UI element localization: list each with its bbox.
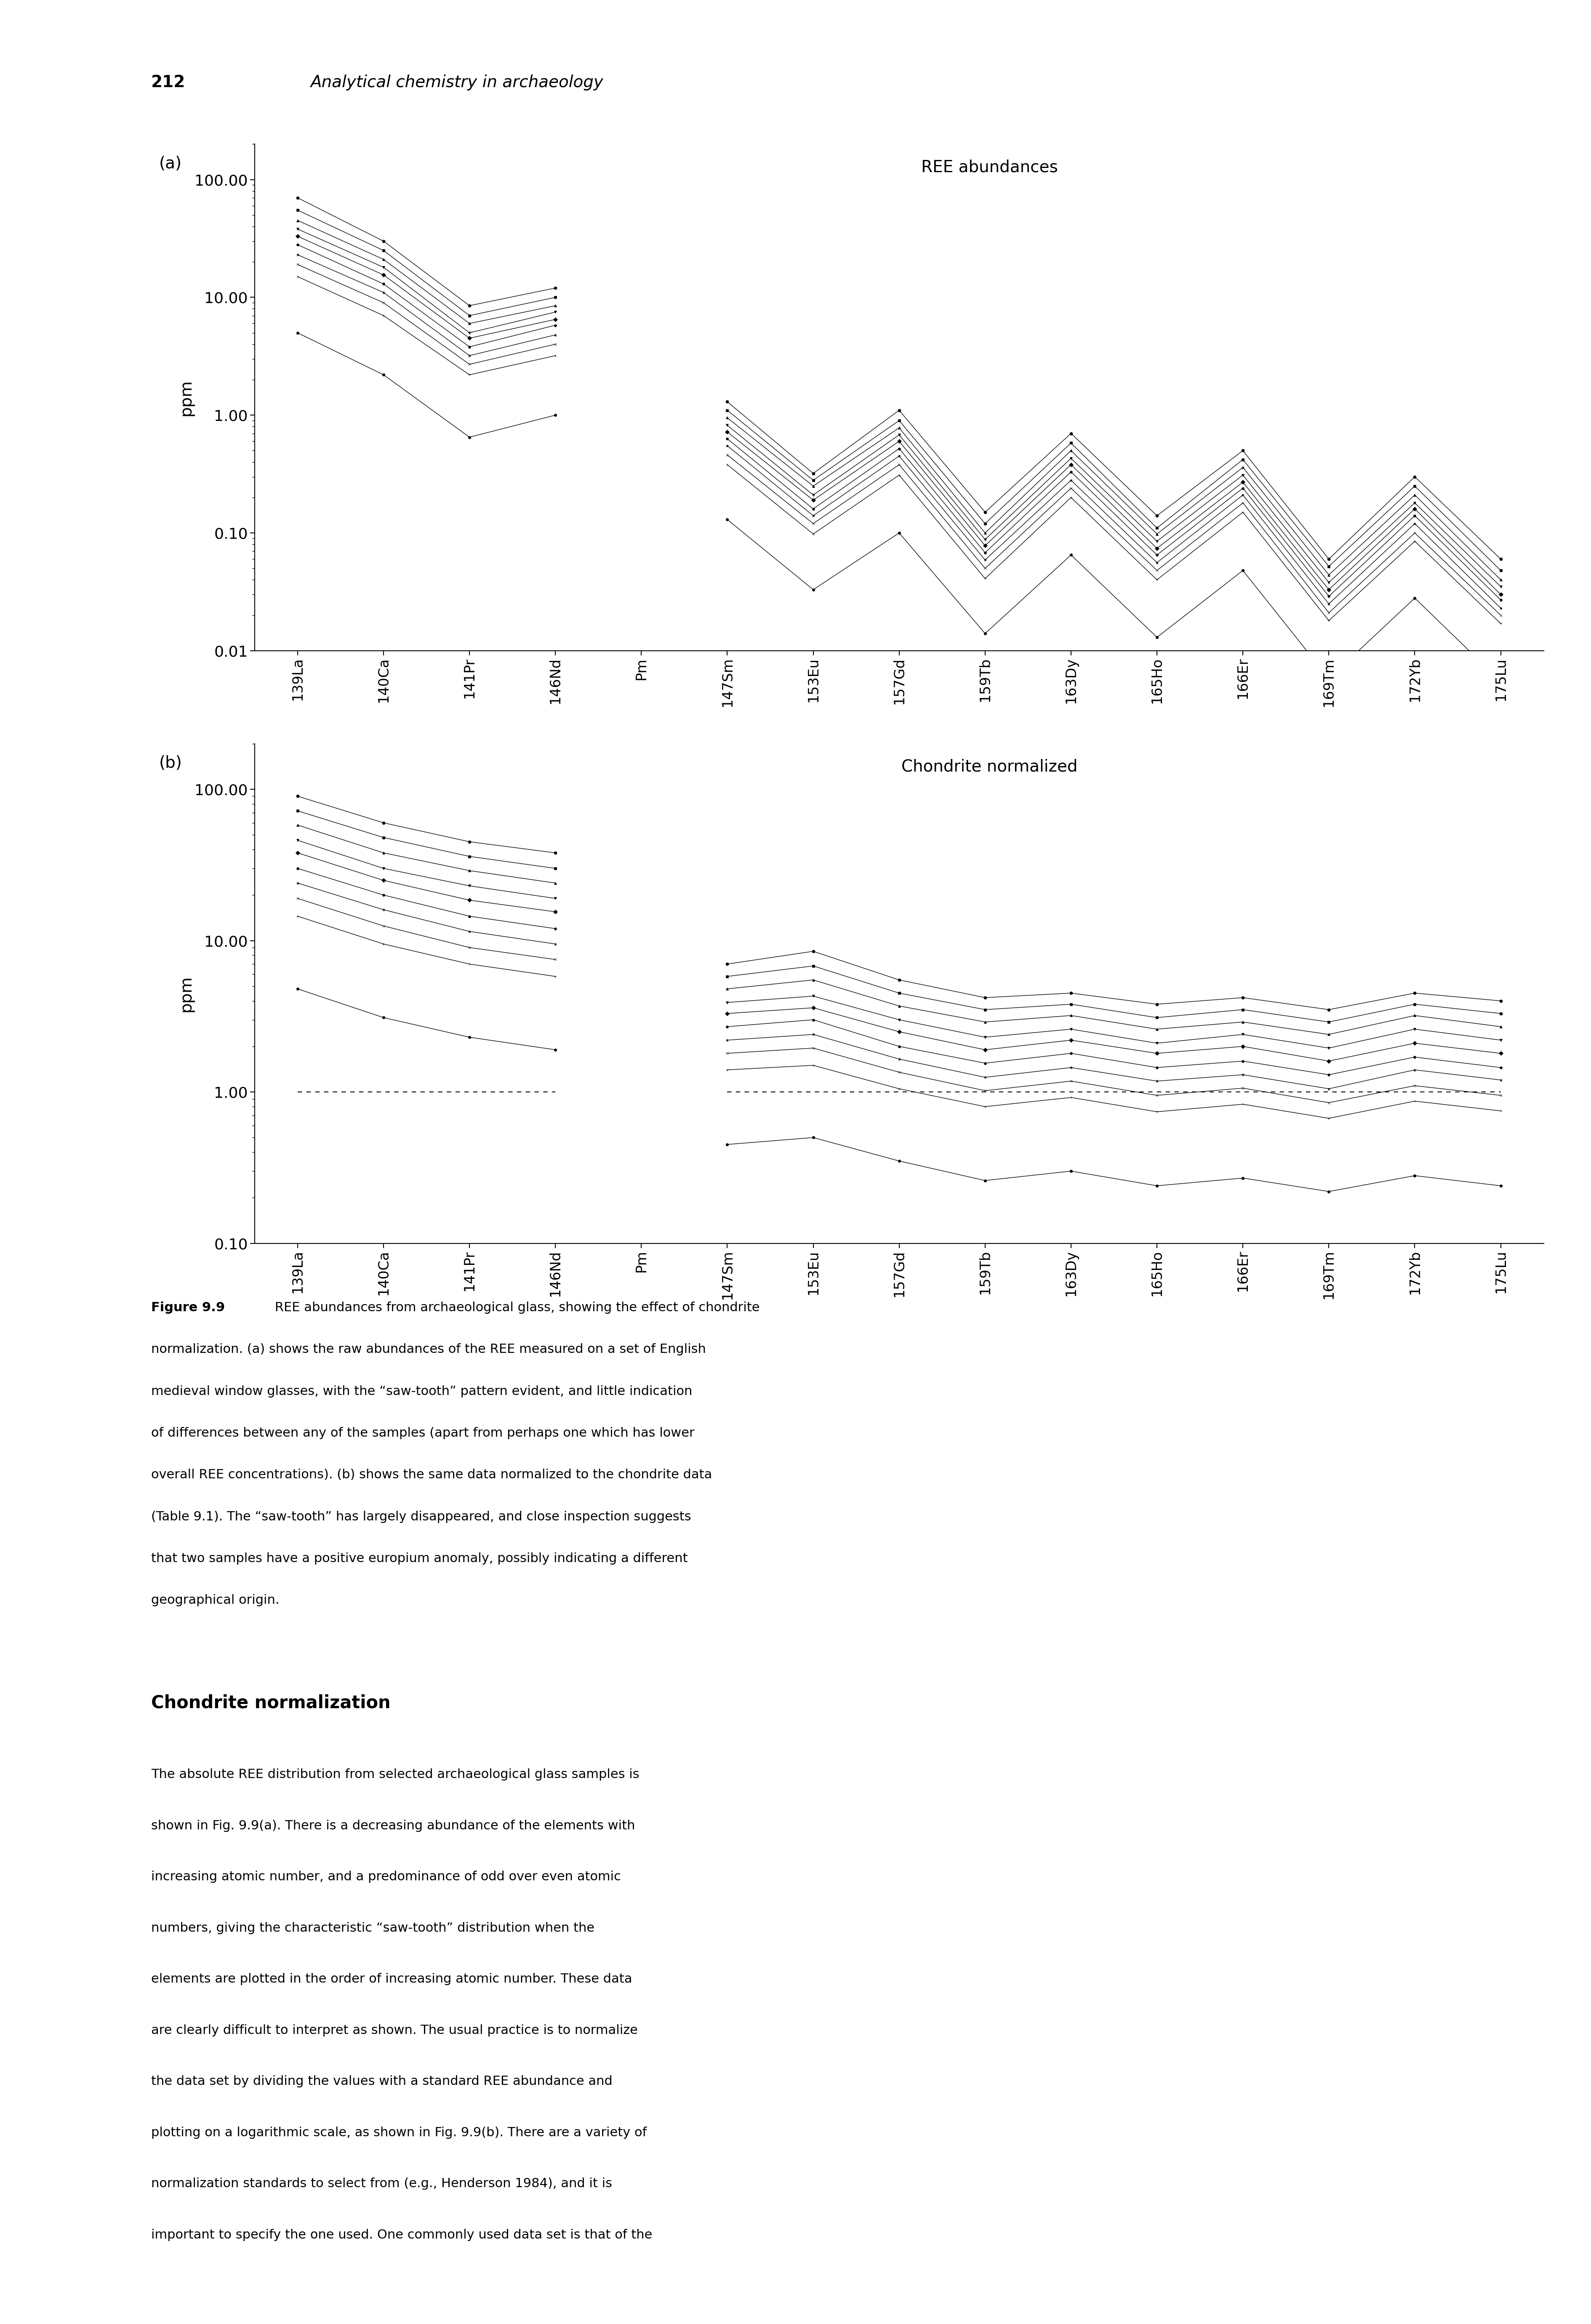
Text: 212: 212 [151, 74, 186, 91]
Text: (a): (a) [159, 156, 181, 172]
Text: medieval window glasses, with the “saw-tooth” pattern evident, and little indica: medieval window glasses, with the “saw-t… [151, 1385, 692, 1397]
Text: Chondrite normalized: Chondrite normalized [901, 758, 1077, 774]
Text: increasing atomic number, and a predominance of odd over even atomic: increasing atomic number, and a predomin… [151, 1871, 620, 1882]
Text: shown in Fig. 9.9(a). There is a decreasing abundance of the elements with: shown in Fig. 9.9(a). There is a decreas… [151, 1820, 635, 1831]
Text: Analytical chemistry in archaeology: Analytical chemistry in archaeology [310, 74, 603, 91]
Y-axis label: ppm: ppm [178, 976, 194, 1011]
Text: normalization. (a) shows the raw abundances of the REE measured on a set of Engl: normalization. (a) shows the raw abundan… [151, 1343, 706, 1355]
Text: REE abundances from archaeological glass, showing the effect of chondrite: REE abundances from archaeological glass… [270, 1301, 759, 1313]
Text: Figure 9.9: Figure 9.9 [151, 1301, 224, 1313]
Text: (Table 9.1). The “saw-tooth” has largely disappeared, and close inspection sugge: (Table 9.1). The “saw-tooth” has largely… [151, 1511, 690, 1522]
Text: The absolute REE distribution from selected archaeological glass samples is: The absolute REE distribution from selec… [151, 1769, 640, 1780]
Text: plotting on a logarithmic scale, as shown in Fig. 9.9(b). There are a variety of: plotting on a logarithmic scale, as show… [151, 2126, 646, 2138]
Text: geographical origin.: geographical origin. [151, 1594, 280, 1606]
Text: numbers, giving the characteristic “saw-tooth” distribution when the: numbers, giving the characteristic “saw-… [151, 1922, 595, 1934]
Text: of differences between any of the samples (apart from perhaps one which has lowe: of differences between any of the sample… [151, 1427, 694, 1439]
Text: Chondrite normalization: Chondrite normalization [151, 1694, 390, 1713]
Text: elements are plotted in the order of increasing atomic number. These data: elements are plotted in the order of inc… [151, 1973, 632, 1985]
Text: that two samples have a positive europium anomaly, possibly indicating a differe: that two samples have a positive europiu… [151, 1552, 687, 1564]
Text: (b): (b) [159, 755, 183, 772]
Text: important to specify the one used. One commonly used data set is that of the: important to specify the one used. One c… [151, 2229, 652, 2240]
Text: are clearly difficult to interpret as shown. The usual practice is to normalize: are clearly difficult to interpret as sh… [151, 2024, 638, 2036]
Text: overall REE concentrations). (b) shows the same data normalized to the chondrite: overall REE concentrations). (b) shows t… [151, 1469, 711, 1480]
Y-axis label: ppm: ppm [178, 379, 194, 416]
Text: normalization standards to select from (e.g., Henderson 1984), and it is: normalization standards to select from (… [151, 2178, 613, 2189]
Text: the data set by dividing the values with a standard REE abundance and: the data set by dividing the values with… [151, 2075, 613, 2087]
Text: REE abundances: REE abundances [921, 160, 1058, 174]
